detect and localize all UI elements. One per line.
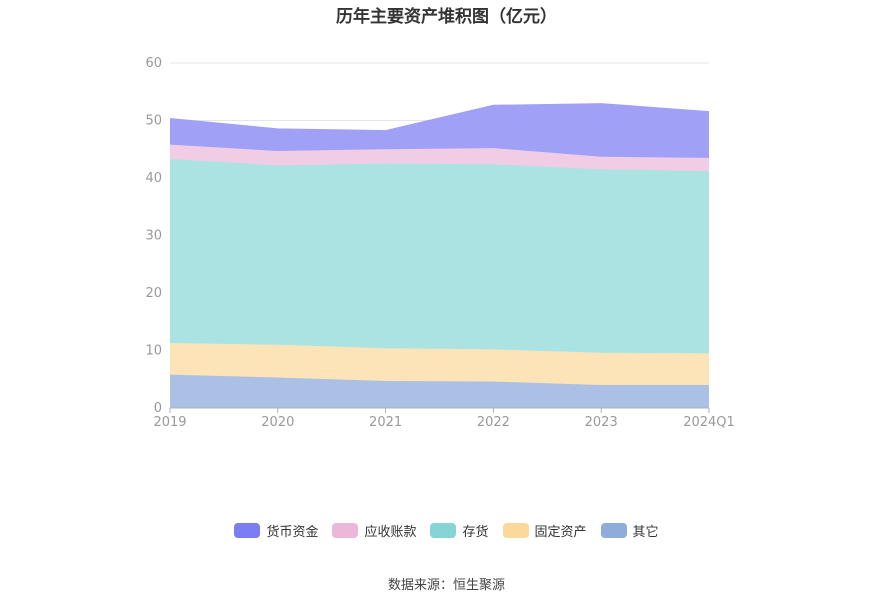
y-tick-label: 60 (145, 56, 162, 71)
x-tick-label: 2021 (369, 415, 402, 430)
source-note: 数据来源：恒生聚源 (387, 578, 505, 593)
legend-item[interactable]: 应收账款 (332, 521, 416, 540)
legend-item[interactable]: 固定资产 (502, 521, 587, 540)
legend-label: 应收账款 (364, 525, 417, 540)
x-tick-label: 2020 (261, 415, 294, 430)
y-tick-label: 30 (145, 229, 162, 244)
legend: 货币资金 应收账款 存货 固定资产 其它 (0, 521, 893, 540)
area-line-4 (169, 103, 710, 132)
legend-swatch (502, 523, 529, 538)
x-tick-label: 2022 (477, 415, 510, 430)
y-tick-label: 40 (145, 171, 162, 186)
axes: 0 10 20 30 40 50 60 2019 2020 2021 2022 2023 2024Q1 (145, 56, 734, 430)
legend-item[interactable]: 其它 (600, 521, 659, 540)
legend-swatch (600, 523, 627, 538)
area-series-1 (170, 343, 709, 385)
area-series-0 (170, 374, 709, 408)
legend-swatch (234, 523, 261, 538)
legend-item[interactable]: 存货 (430, 521, 489, 540)
legend-swatch (430, 523, 457, 538)
x-tick-label: 2023 (585, 415, 618, 430)
legend-label: 存货 (462, 525, 489, 540)
legend-label: 货币资金 (266, 525, 319, 540)
y-tick-label: 0 (154, 401, 162, 416)
legend-label: 其它 (632, 525, 659, 540)
area-series-4 (170, 103, 709, 158)
legend-item[interactable]: 货币资金 (234, 521, 318, 540)
x-tick-label: 2019 (153, 415, 186, 430)
y-tick-label: 20 (145, 286, 162, 301)
x-tick-label: 2024Q1 (683, 415, 735, 430)
chart-title: 历年主要资产堆积图（亿元） (336, 7, 557, 27)
legend-swatch (332, 523, 359, 538)
y-tick-label: 10 (145, 344, 162, 359)
legend-label: 固定资产 (534, 525, 587, 540)
area-series-2 (170, 159, 709, 354)
stacked-areas (169, 103, 710, 408)
y-tick-label: 50 (145, 114, 162, 129)
